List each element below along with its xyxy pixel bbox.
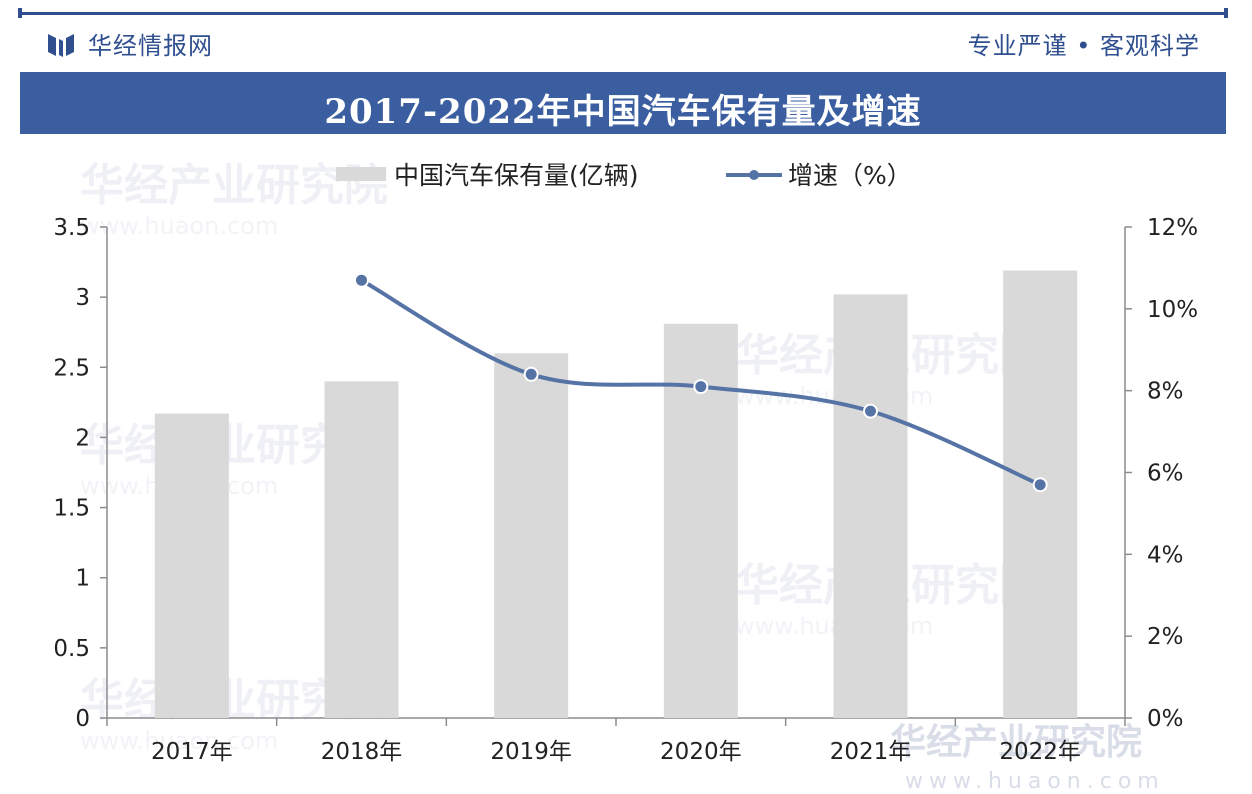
- watermark-text: 华经产业研究院: [890, 722, 1142, 763]
- legend: 中国汽车保有量(亿辆) 增速（%）: [336, 161, 912, 190]
- right-tick-label: 12%: [1147, 215, 1198, 241]
- slogan: 专业严谨 • 客观科学: [967, 32, 1200, 60]
- left-tick-label: 0.5: [53, 636, 90, 662]
- bar-1: [154, 413, 229, 718]
- left-tick-label: 1.5: [53, 496, 90, 522]
- bar-2: [324, 381, 399, 718]
- left-tick-label: 3.5: [53, 215, 90, 241]
- left-tick-label: 3: [75, 285, 90, 311]
- right-tick-label: 10%: [1147, 297, 1198, 323]
- left-tick-label: 2: [75, 425, 90, 451]
- chart-title: 2017-2022年中国汽车保有量及增速: [324, 92, 922, 132]
- axes: 0 0.5 1 1.5 2 2.5 3 3.5 0% 2% 4% 6% 8% 10% 12%: [53, 215, 1198, 732]
- bar-3: [494, 353, 569, 718]
- left-tick-label: 0: [75, 706, 90, 732]
- bar-series: [154, 270, 1078, 718]
- right-tick-label: 2%: [1147, 624, 1184, 650]
- watermark-url: www.huaon.com: [80, 727, 278, 755]
- growth-point-3: [693, 379, 709, 395]
- x-tick-label: 2020年: [660, 739, 742, 765]
- growth-point-4: [863, 403, 878, 419]
- right-tick-label: 4%: [1147, 542, 1184, 568]
- x-tick-label: 2021年: [830, 739, 912, 765]
- growth-point-2: [523, 366, 539, 382]
- left-tick-label: 1: [75, 566, 90, 592]
- header: 华经情报网 专业严谨 • 客观科学: [20, 18, 1226, 70]
- bar-6: [1003, 270, 1078, 718]
- legend-label-bar: 中国汽车保有量(亿辆): [394, 161, 639, 190]
- x-tick-label: 2019年: [490, 739, 572, 765]
- x-tick-label: 2022年: [999, 739, 1081, 765]
- growth-point-5: [1032, 477, 1048, 493]
- top-rule: [20, 12, 1226, 15]
- legend-label-line: 增速（%）: [788, 161, 912, 190]
- watermark-url: www.huaon.com: [905, 769, 1165, 794]
- brand-name: 华经情报网: [88, 32, 213, 60]
- x-tick-label: 2017年: [151, 739, 233, 765]
- legend-swatch-marker: [749, 170, 759, 180]
- logo-icon: [48, 34, 74, 57]
- right-tick-label: 8%: [1147, 379, 1184, 405]
- watermark-layer: 华经产业研究院www.huaon.com华经产业研究院www.huaon.com…: [80, 160, 1165, 794]
- x-axis-labels: 2017年 2018年 2019年 2020年 2021年 2022年: [151, 739, 1081, 765]
- watermark-url: www.huaon.com: [80, 212, 278, 240]
- legend-swatch-bar: [336, 167, 386, 181]
- top-rule-cap-right: [1224, 8, 1228, 18]
- x-tick-label: 2018年: [321, 739, 403, 765]
- title-bar: 2017-2022年中国汽车保有量及增速: [20, 72, 1226, 134]
- right-tick-label: 0%: [1147, 706, 1184, 732]
- right-tick-label: 6%: [1147, 461, 1184, 487]
- line-series: [354, 272, 1048, 493]
- bar-5: [833, 294, 908, 718]
- left-tick-label: 2.5: [53, 355, 90, 381]
- growth-point-1: [354, 272, 369, 288]
